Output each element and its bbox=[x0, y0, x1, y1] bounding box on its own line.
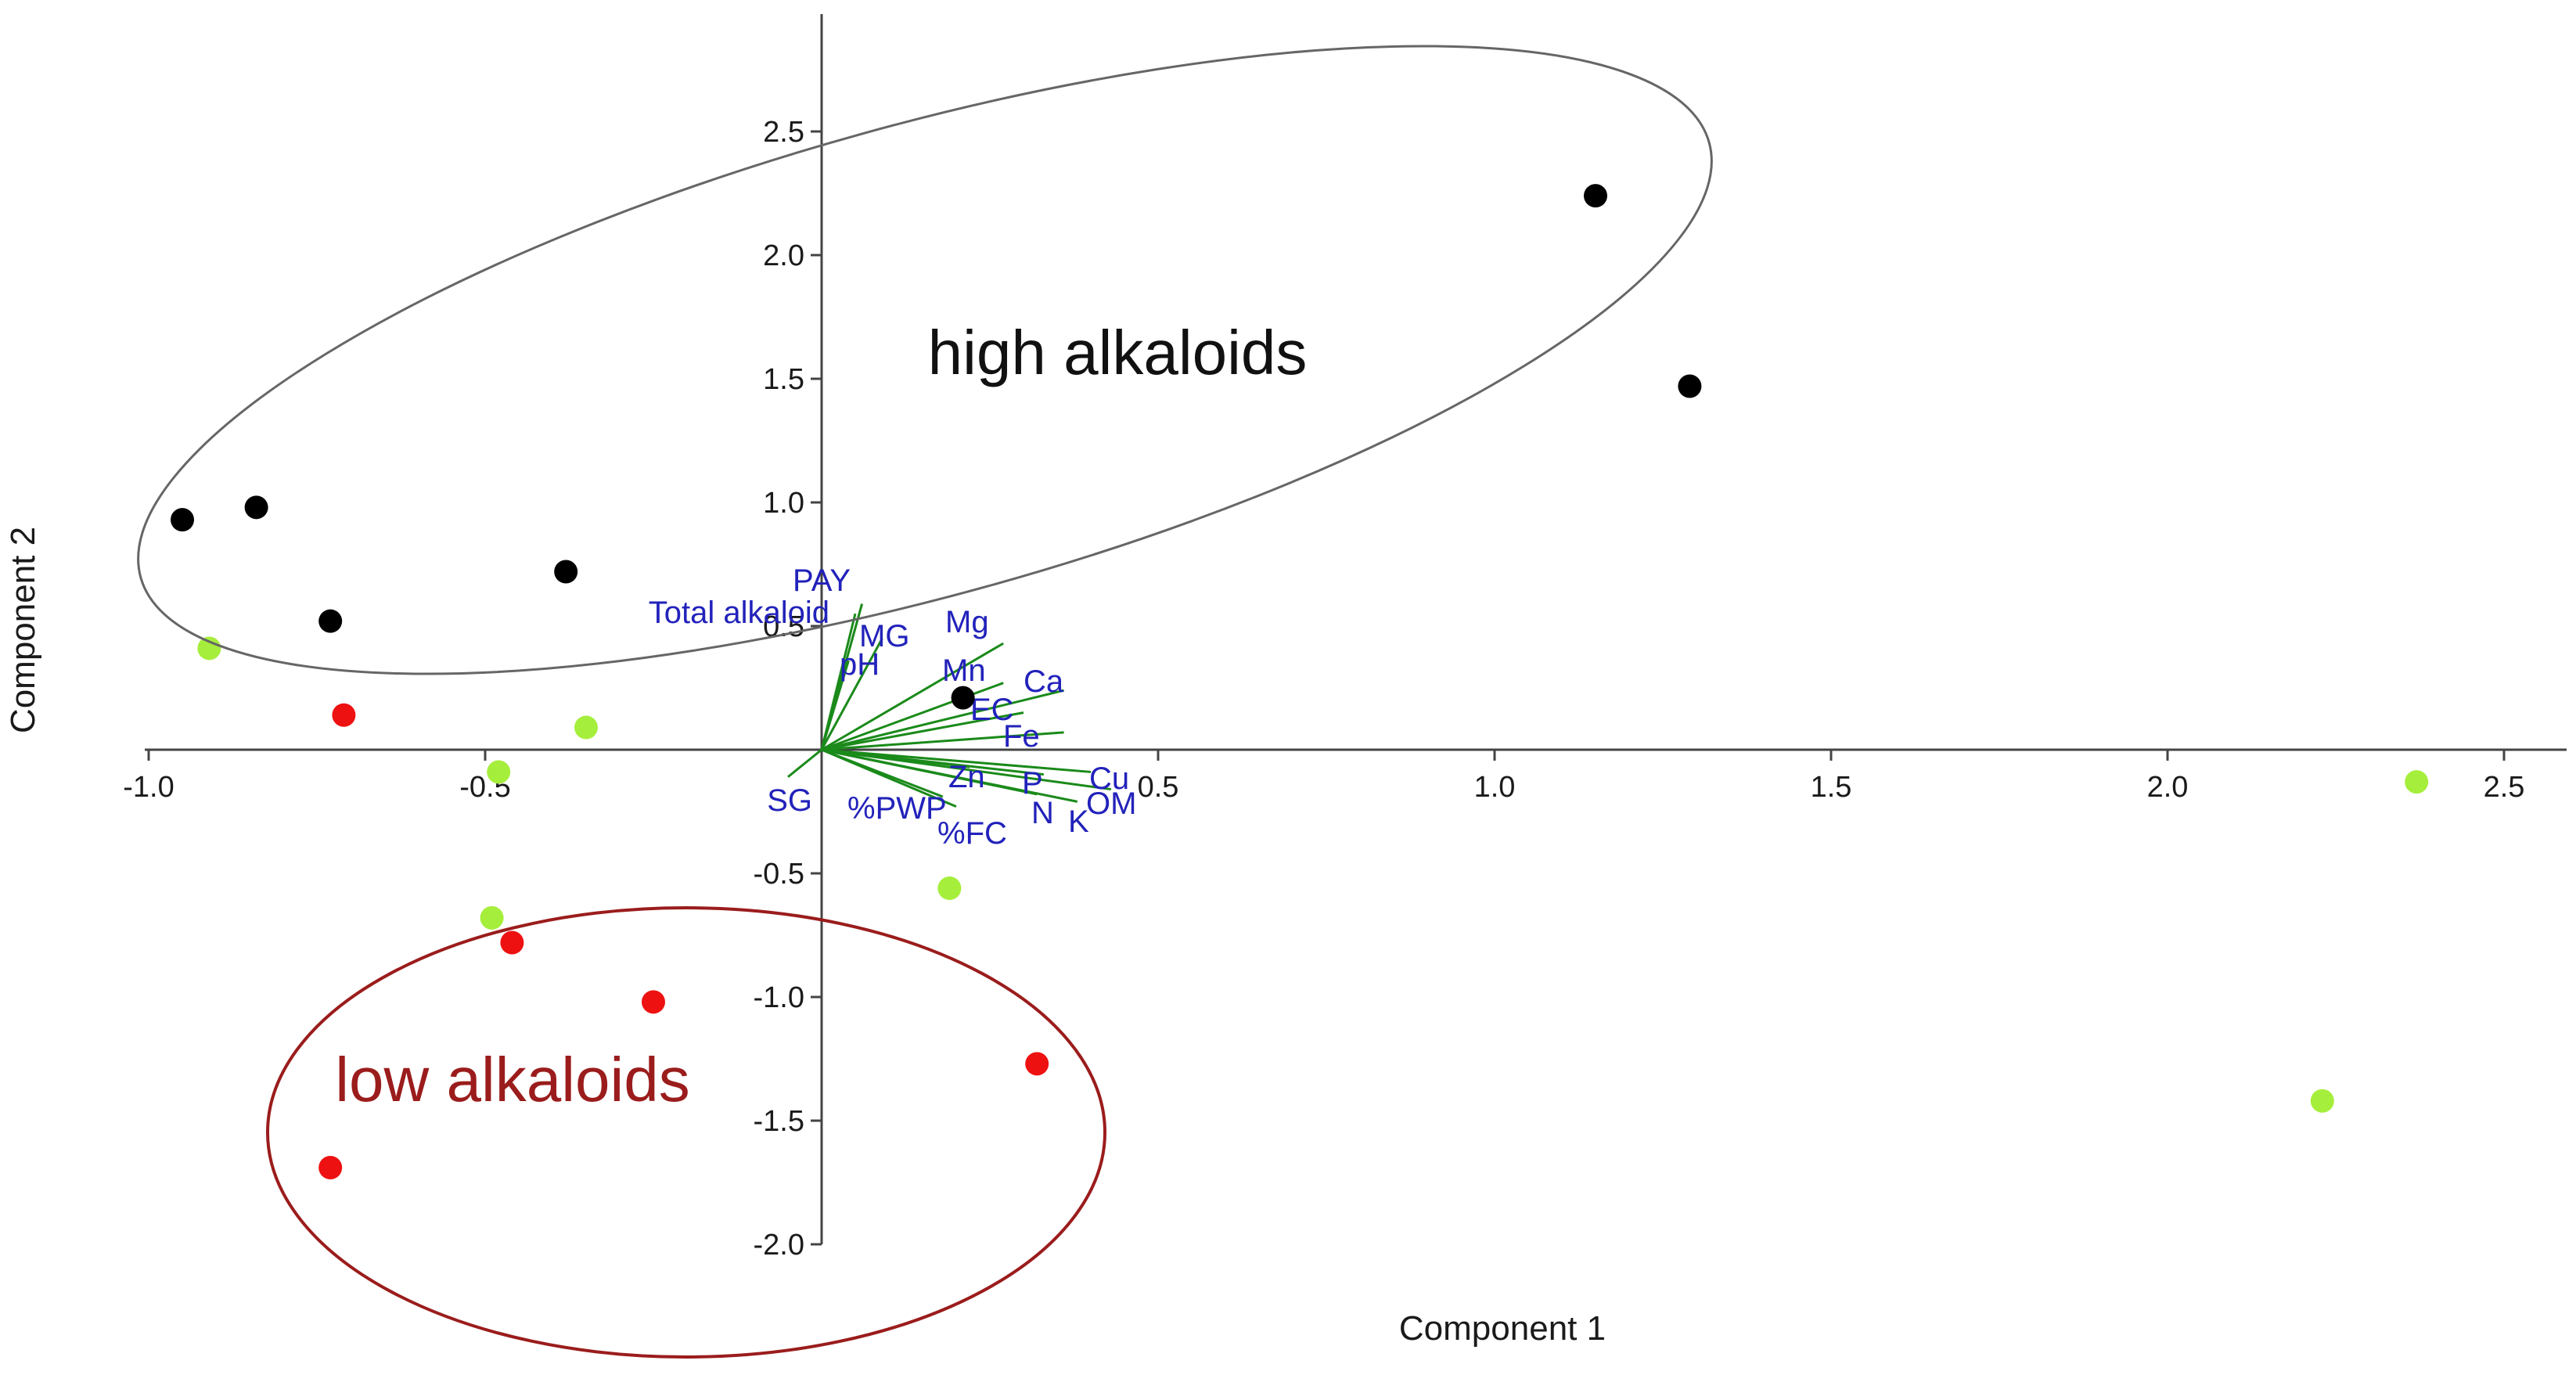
loading-label: Zn bbox=[948, 760, 985, 794]
loading-label: %FC bbox=[937, 816, 1007, 851]
loading-label: %PWP bbox=[847, 791, 947, 826]
score-point bbox=[332, 703, 356, 727]
loading-vector bbox=[820, 638, 883, 750]
loading-label: K bbox=[1068, 804, 1089, 839]
y-tick-label: -2.0 bbox=[754, 1229, 804, 1262]
y-tick-label: -1.5 bbox=[754, 1105, 804, 1138]
loading-label: pH bbox=[840, 647, 880, 682]
x-tick-label: 2.0 bbox=[2147, 771, 2189, 804]
loading-label: Mn bbox=[942, 653, 986, 688]
score-point bbox=[1025, 1052, 1049, 1076]
low-alkaloids-ellipse bbox=[266, 906, 1106, 1359]
y-tick-label: -0.5 bbox=[754, 858, 804, 891]
score-points bbox=[171, 184, 2429, 1180]
x-tick-label: 1.5 bbox=[1811, 771, 1852, 804]
score-point bbox=[937, 876, 962, 900]
y-tick-label: -1.0 bbox=[754, 981, 804, 1014]
loading-label: Fe bbox=[1003, 719, 1040, 754]
high-alkaloids-label: high alkaloids bbox=[928, 318, 1308, 387]
loading-label: Total alkaloid bbox=[649, 596, 829, 630]
loading-label: MG bbox=[859, 619, 909, 653]
loading-label: Cu bbox=[1089, 761, 1129, 796]
loading-vector bbox=[787, 748, 822, 778]
score-point bbox=[197, 636, 221, 661]
loading-label: SG bbox=[767, 783, 812, 818]
y-tick-label: 1.5 bbox=[763, 363, 804, 396]
score-point bbox=[171, 508, 194, 532]
loading-vector bbox=[820, 613, 857, 750]
score-point bbox=[244, 495, 268, 520]
score-point bbox=[642, 990, 665, 1014]
score-point bbox=[318, 1156, 343, 1180]
score-point bbox=[2310, 1089, 2334, 1113]
score-point bbox=[500, 930, 524, 955]
score-point bbox=[1584, 184, 1607, 208]
loading-label: Ca bbox=[1024, 664, 1064, 699]
high-alkaloids-ellipse bbox=[137, 45, 1713, 675]
score-point bbox=[951, 686, 975, 710]
score-point bbox=[574, 715, 598, 740]
score-point bbox=[480, 905, 504, 930]
score-point bbox=[318, 609, 343, 633]
y-tick-label: 1.0 bbox=[763, 487, 804, 520]
score-point bbox=[487, 760, 511, 784]
loading-vector bbox=[821, 731, 1064, 751]
loading-label: N bbox=[1031, 796, 1054, 830]
x-tick-label: -1.0 bbox=[123, 771, 174, 804]
x-tick-label: 2.5 bbox=[2484, 771, 2525, 804]
low-alkaloids-label: low alkaloids bbox=[335, 1045, 690, 1114]
loading-vector bbox=[821, 642, 1004, 751]
x-axis-ticks: -1.0 -0.5 0.5 1.0 1.5 2.0 2.5 bbox=[123, 750, 2524, 804]
loading-label: P bbox=[1022, 766, 1043, 801]
loading-vector bbox=[821, 748, 1112, 791]
loading-vector bbox=[821, 748, 957, 808]
x-axis-title: Component 1 bbox=[1399, 1309, 1606, 1348]
loading-vector bbox=[821, 689, 1064, 751]
loading-vector bbox=[821, 711, 1024, 751]
y-tick-label: 2.0 bbox=[763, 239, 804, 272]
loading-label: PAY bbox=[793, 563, 851, 598]
x-tick-label: 0.5 bbox=[1138, 771, 1179, 804]
axes bbox=[145, 14, 2567, 1244]
score-point bbox=[2405, 770, 2429, 794]
score-point bbox=[1678, 374, 1702, 398]
y-axis-title: Component 2 bbox=[4, 527, 42, 733]
score-point bbox=[554, 560, 578, 584]
loading-label: Mg bbox=[945, 605, 989, 639]
loading-label: EC bbox=[970, 693, 1014, 727]
loading-vector bbox=[821, 748, 1078, 803]
loading-vector bbox=[821, 748, 1092, 773]
loading-vector bbox=[820, 660, 850, 750]
x-tick-label: 1.0 bbox=[1474, 771, 1516, 804]
loading-label: OM bbox=[1086, 786, 1136, 821]
y-tick-label: 2.5 bbox=[763, 116, 804, 149]
y-axis-ticks: -2.0-1.5-1.0-0.50.51.01.52.02.5 bbox=[754, 116, 822, 1262]
